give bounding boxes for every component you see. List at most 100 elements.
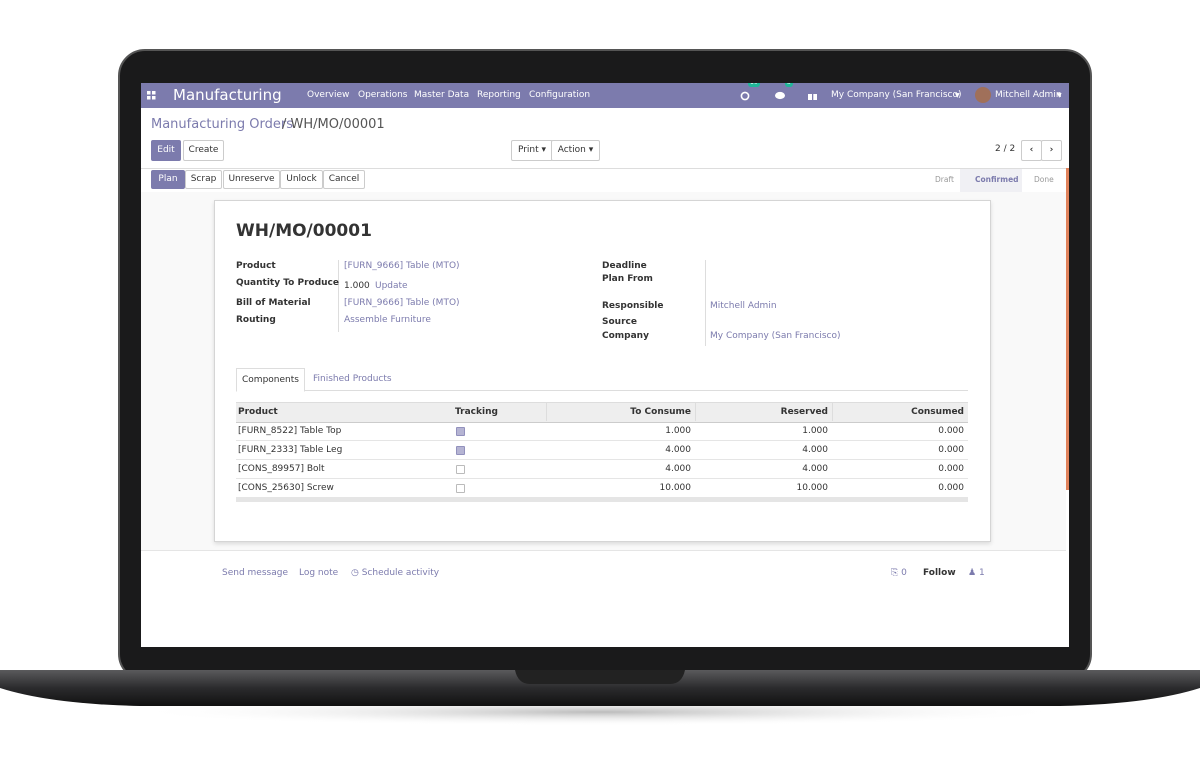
column-divider	[832, 403, 833, 421]
field-label: Plan From	[602, 274, 653, 284]
gift-icon[interactable]	[808, 91, 817, 100]
edit-button[interactable]: Edit	[151, 140, 181, 161]
stage-current: Confirmed	[975, 175, 1019, 184]
cell: 1.000	[665, 426, 691, 436]
status-button[interactable]: Scrap	[185, 170, 222, 189]
cell: [CONS_25630] Screw	[238, 483, 334, 493]
column-header: Reserved	[780, 407, 828, 417]
app-name[interactable]: Manufacturing	[173, 86, 282, 104]
tracking-checkbox	[456, 465, 465, 474]
separator	[338, 260, 339, 332]
caret: ▼	[955, 92, 960, 99]
label: Print	[517, 145, 539, 155]
column-header: To Consume	[630, 407, 691, 417]
prev-button[interactable]: ‹	[1021, 140, 1042, 161]
activity-icon[interactable]	[740, 91, 750, 101]
schedule-activity[interactable]: ◷ Schedule activity	[351, 568, 440, 578]
stage: Done	[1034, 175, 1054, 184]
next-button[interactable]: ›	[1041, 140, 1062, 161]
field-label: Quantity To Produce	[236, 278, 339, 288]
status-button[interactable]: Cancel	[323, 170, 365, 189]
cell: 10.000	[659, 483, 692, 493]
field-value[interactable]: Mitchell Admin	[710, 301, 777, 311]
count: 1	[978, 568, 985, 578]
messages-icon[interactable]	[775, 91, 786, 101]
send-message[interactable]: Send message	[222, 568, 288, 578]
label: Schedule activity	[361, 568, 440, 578]
breadcrumb-current: / WH/MO/00001	[282, 117, 385, 132]
cell: [CONS_89957] Bolt	[238, 464, 325, 474]
user-menu[interactable]: Mitchell Admin	[995, 90, 1062, 100]
field-label: Bill of Material	[236, 298, 311, 308]
stage: Draft	[935, 175, 954, 184]
menu-item[interactable]: Master Data	[414, 90, 470, 100]
column-header: Consumed	[911, 407, 964, 417]
tab-line	[236, 390, 968, 391]
table-footer	[236, 498, 968, 502]
table-row	[236, 422, 968, 441]
breadcrumb-parent[interactable]: Manufacturing Orders	[151, 117, 293, 132]
cell: 4.000	[665, 445, 691, 455]
column-divider	[546, 403, 547, 421]
cell: 4.000	[665, 464, 691, 474]
tab[interactable]: Finished Products	[313, 374, 392, 384]
avatar[interactable]	[975, 87, 991, 103]
status-button[interactable]: Unlock	[280, 170, 323, 189]
screen: Manufacturing Overview Operations Master…	[141, 83, 1069, 647]
create-button[interactable]: Create	[183, 140, 224, 161]
cell: 4.000	[802, 464, 828, 474]
log-note[interactable]: Log note	[299, 568, 339, 578]
column-divider	[695, 403, 696, 421]
menu-item[interactable]: Operations	[358, 90, 408, 100]
cell: 0.000	[938, 464, 964, 474]
action-button[interactable]: Action ▾	[551, 140, 600, 161]
table-row	[236, 460, 968, 479]
cell: 10.000	[796, 483, 829, 493]
followers[interactable]: ♟ 1	[968, 568, 985, 578]
attachments[interactable]: ⎘ 0	[891, 568, 907, 578]
field-value: [FURN_9666] Table (MTO)	[344, 298, 460, 308]
scrollbar	[1066, 168, 1069, 490]
column-header: Tracking	[455, 407, 498, 417]
tracking-checkbox	[456, 484, 465, 493]
cell: [FURN_2333] Table Leg	[238, 445, 343, 455]
cell: 1.000	[802, 426, 828, 436]
field-value: [FURN_9666] Table (MTO)	[344, 261, 460, 271]
field-label: Product	[236, 261, 276, 271]
field-value[interactable]: My Company (San Francisco)	[710, 331, 841, 341]
separator	[705, 260, 706, 346]
message-badge: 3	[785, 83, 793, 87]
cell: [FURN_8522] Table Top	[238, 426, 342, 436]
cell: 0.000	[938, 483, 964, 493]
cell: 0.000	[938, 426, 964, 436]
cell: 0.000	[938, 445, 964, 455]
menu-item[interactable]: Reporting	[477, 90, 521, 100]
company-switcher[interactable]: My Company (San Francisco)	[831, 90, 962, 100]
apps-icon[interactable]	[147, 91, 156, 100]
status-button[interactable]: Unreserve	[223, 170, 280, 189]
follow-button[interactable]: Follow	[923, 568, 956, 578]
pager: 2 / 2	[995, 144, 1016, 154]
tracking-checkbox	[456, 427, 465, 436]
menu-item[interactable]: Overview	[307, 90, 350, 100]
tab-active[interactable]: Components	[236, 368, 305, 392]
field-label: Deadline	[602, 261, 647, 271]
menu-item[interactable]: Configuration	[529, 90, 591, 100]
table-row	[236, 479, 968, 498]
status-button[interactable]: Plan	[151, 170, 185, 189]
cell: 4.000	[802, 445, 828, 455]
field-value: Assemble Furniture	[344, 315, 431, 325]
field-link[interactable]: Update	[375, 281, 408, 291]
navbar: Manufacturing Overview Operations Master…	[141, 83, 1069, 108]
form-sheet	[214, 200, 991, 542]
print-button[interactable]: Print ▾	[511, 140, 553, 161]
field-label: Responsible	[602, 301, 664, 311]
caret: ▼	[1057, 92, 1062, 99]
tracking-checkbox	[456, 446, 465, 455]
field-label: Routing	[236, 315, 276, 325]
field-label: Company	[602, 331, 649, 341]
column-header: Product	[238, 407, 278, 417]
label: Action	[557, 145, 586, 155]
activity-badge: 10	[748, 83, 760, 87]
